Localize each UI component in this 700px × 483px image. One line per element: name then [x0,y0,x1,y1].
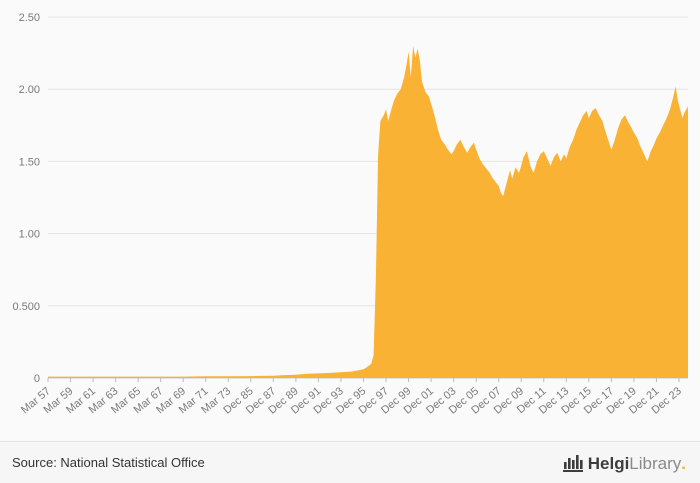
bar-columns-icon [562,454,583,472]
logo-dot: . [681,453,686,473]
logo-text-helgi: Helgi [587,453,630,473]
y-tick-label: 2.50 [19,12,40,24]
footer: Source: National Statistical Office Helg… [0,441,700,483]
logo-text-library: Library [629,453,682,473]
y-tick-label: 1.50 [19,156,40,168]
logo-wordmark: HelgiLibrary. [588,455,686,472]
chart-container: Mar 57 Mar 59 Mar 61 Mar 63 Mar 65 Mar 67 Mar … [12,12,688,417]
helgi-library-logo[interactable]: HelgiLibrary. [562,454,686,472]
area-series [48,45,688,379]
y-tick-label: 1.00 [19,229,40,241]
y-tick-label: 2.00 [19,84,40,96]
y-tick-label: 0.500 [12,301,40,313]
y-tick-label: 0 [34,373,40,385]
y-axis: 0 0.500 1.00 1.50 2.00 2.50 [12,12,40,385]
source-text: Source: National Statistical Office [12,455,205,470]
